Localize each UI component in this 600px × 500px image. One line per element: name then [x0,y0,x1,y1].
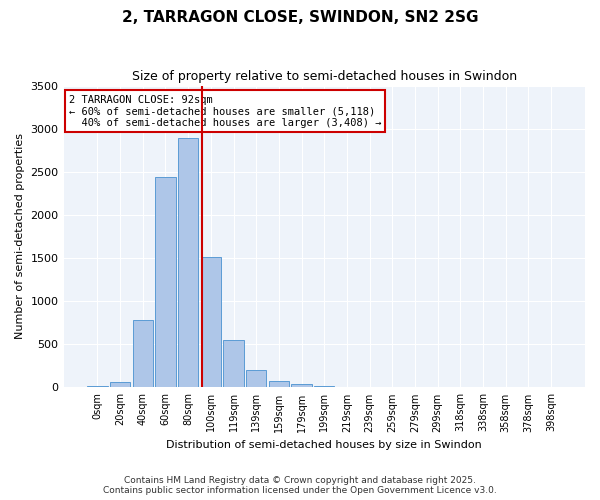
Bar [223,340,244,388]
Bar [292,384,312,388]
Bar [133,320,153,388]
Bar [314,386,334,388]
Bar [178,138,199,388]
Text: 2 TARRAGON CLOSE: 92sqm
← 60% of semi-detached houses are smaller (5,118)
  40% : 2 TARRAGON CLOSE: 92sqm ← 60% of semi-de… [69,94,381,128]
Text: Contains HM Land Registry data © Crown copyright and database right 2025.
Contai: Contains HM Land Registry data © Crown c… [103,476,497,495]
X-axis label: Distribution of semi-detached houses by size in Swindon: Distribution of semi-detached houses by … [166,440,482,450]
Bar [269,380,289,388]
Title: Size of property relative to semi-detached houses in Swindon: Size of property relative to semi-detach… [132,70,517,83]
Bar [110,382,130,388]
Bar [155,177,176,388]
Text: 2, TARRAGON CLOSE, SWINDON, SN2 2SG: 2, TARRAGON CLOSE, SWINDON, SN2 2SG [122,10,478,25]
Bar [200,257,221,388]
Y-axis label: Number of semi-detached properties: Number of semi-detached properties [15,134,25,340]
Bar [87,386,107,388]
Bar [246,370,266,388]
